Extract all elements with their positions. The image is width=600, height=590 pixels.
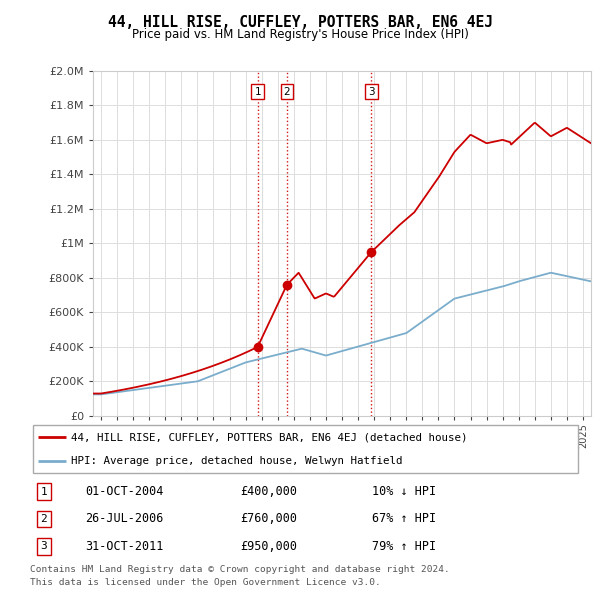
Text: £760,000: £760,000: [240, 512, 297, 526]
Text: 01-OCT-2004: 01-OCT-2004: [85, 485, 164, 498]
Text: 1: 1: [254, 87, 261, 97]
Text: 44, HILL RISE, CUFFLEY, POTTERS BAR, EN6 4EJ: 44, HILL RISE, CUFFLEY, POTTERS BAR, EN6…: [107, 15, 493, 30]
Text: 26-JUL-2006: 26-JUL-2006: [85, 512, 164, 526]
Text: 2: 2: [284, 87, 290, 97]
Text: Contains HM Land Registry data © Crown copyright and database right 2024.: Contains HM Land Registry data © Crown c…: [30, 565, 450, 574]
Text: 79% ↑ HPI: 79% ↑ HPI: [372, 540, 436, 553]
Text: Price paid vs. HM Land Registry's House Price Index (HPI): Price paid vs. HM Land Registry's House …: [131, 28, 469, 41]
Text: 2: 2: [40, 514, 47, 524]
Text: £950,000: £950,000: [240, 540, 297, 553]
Text: This data is licensed under the Open Government Licence v3.0.: This data is licensed under the Open Gov…: [30, 578, 381, 587]
Text: 3: 3: [40, 541, 47, 551]
Text: HPI: Average price, detached house, Welwyn Hatfield: HPI: Average price, detached house, Welw…: [71, 456, 403, 466]
Text: 67% ↑ HPI: 67% ↑ HPI: [372, 512, 436, 526]
FancyBboxPatch shape: [33, 425, 578, 473]
Text: 1: 1: [40, 487, 47, 497]
Text: 3: 3: [368, 87, 375, 97]
Text: 44, HILL RISE, CUFFLEY, POTTERS BAR, EN6 4EJ (detached house): 44, HILL RISE, CUFFLEY, POTTERS BAR, EN6…: [71, 432, 468, 442]
Text: 10% ↓ HPI: 10% ↓ HPI: [372, 485, 436, 498]
Text: 31-OCT-2011: 31-OCT-2011: [85, 540, 164, 553]
Text: £400,000: £400,000: [240, 485, 297, 498]
